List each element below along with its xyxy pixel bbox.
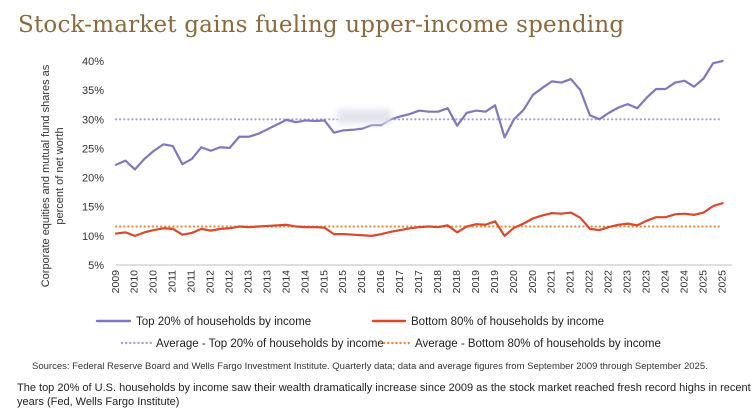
legend-label: Average - Bottom 80% of households by in… [415,338,661,350]
series-lines [114,59,724,237]
y-axis-label-line: Corporate equities and mutual fund share… [40,64,52,287]
x-axis-ticks: 2009 2010 2010 2011 2011 2012 2012 2013 2013 2014… [110,270,729,294]
x-tick-label: 2016 [356,270,368,294]
legend-label: Top 20% of households by income [136,316,311,328]
x-tick-label: 2023 [640,270,652,294]
y-axis-ticks: 5% 10% 15% 20% 25% 30% 35% 40% [82,56,104,272]
x-tick-label: 2024 [678,270,690,294]
x-tick-label: 2012 [205,270,217,294]
image-caption: The top 20% of U.S. households by income… [17,382,751,408]
x-tick-label: 2023 [622,270,634,294]
x-tick-label: 2017 [413,270,425,294]
x-tick-label: 2013 [261,270,273,294]
y-tick-label: 20% [82,173,104,185]
x-tick-label: 2015 [337,270,349,294]
redacted-overlay [337,109,391,124]
x-tick-label: 2010 [148,270,160,294]
x-tick-label: 2019 [489,270,501,294]
y-tick-label: 5% [88,260,104,272]
x-tick-label: 2018 [432,270,444,294]
series-line-top-20 [114,59,724,171]
legend-label: Bottom 80% of households by income [411,316,604,328]
x-tick-label: 2010 [129,270,141,294]
y-axis-label: Corporate equities and mutual fund share… [40,64,66,287]
x-tick-label: 2022 [584,270,596,294]
x-tick-label: 2012 [224,270,236,294]
x-tick-label: 2016 [375,270,387,294]
y-tick-label: 25% [82,143,104,155]
x-tick-label: 2019 [470,270,482,294]
x-tick-label: 2021 [546,270,558,294]
x-tick-label: 2020 [508,270,520,294]
y-axis-label-line: percent of net worth [54,127,66,224]
y-tick-label: 40% [82,56,104,68]
x-tick-label: 2022 [603,270,615,294]
x-tick-label: 2011 [186,270,198,293]
y-tick-label: 15% [82,202,104,214]
x-tick-label: 2011 [167,270,179,293]
x-tick-label: 2009 [110,270,122,294]
legend-label: Average - Top 20% of households by incom… [156,338,384,350]
y-tick-label: 35% [82,85,104,97]
x-tick-label: 2015 [318,270,330,294]
x-tick-label: 2013 [242,270,254,294]
x-tick-label: 2021 [565,270,577,294]
x-tick-label: 2018 [451,270,463,294]
x-tick-label: 2020 [527,270,539,294]
x-tick-label: 2017 [394,270,406,294]
y-tick-label: 30% [82,114,104,126]
x-tick-label: 2014 [280,270,292,294]
x-tick-label: 2024 [659,270,671,294]
legend: Top 20% of households by income Bottom 80… [95,316,661,350]
series-line-bottom-80 [114,202,724,237]
x-tick-label: 2025 [716,270,728,294]
chart-title: Stock-market gains fueling upper-income … [18,12,625,38]
y-tick-label: 10% [82,231,104,243]
x-tick-label: 2014 [299,270,311,294]
x-tick-label: 2025 [697,270,709,294]
source-note: Sources: Federal Reserve Board and Wells… [32,361,708,372]
